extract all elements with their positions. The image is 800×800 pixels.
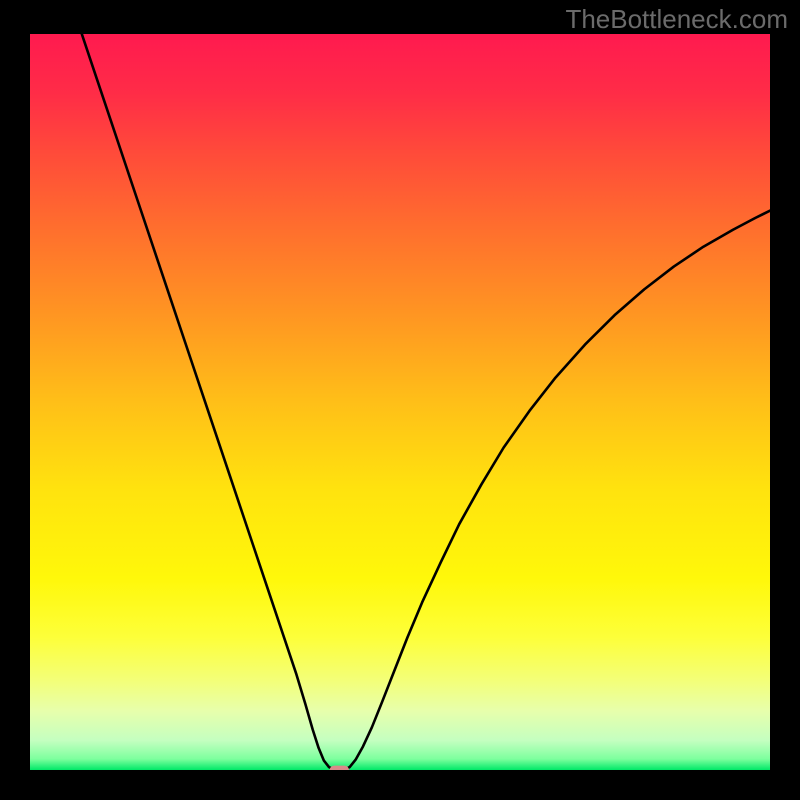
watermark-text: TheBottleneck.com — [565, 4, 788, 35]
chart-svg — [30, 34, 770, 770]
optimal-marker — [330, 766, 349, 770]
plot-area — [30, 34, 770, 770]
chart-frame: TheBottleneck.com — [0, 0, 800, 800]
